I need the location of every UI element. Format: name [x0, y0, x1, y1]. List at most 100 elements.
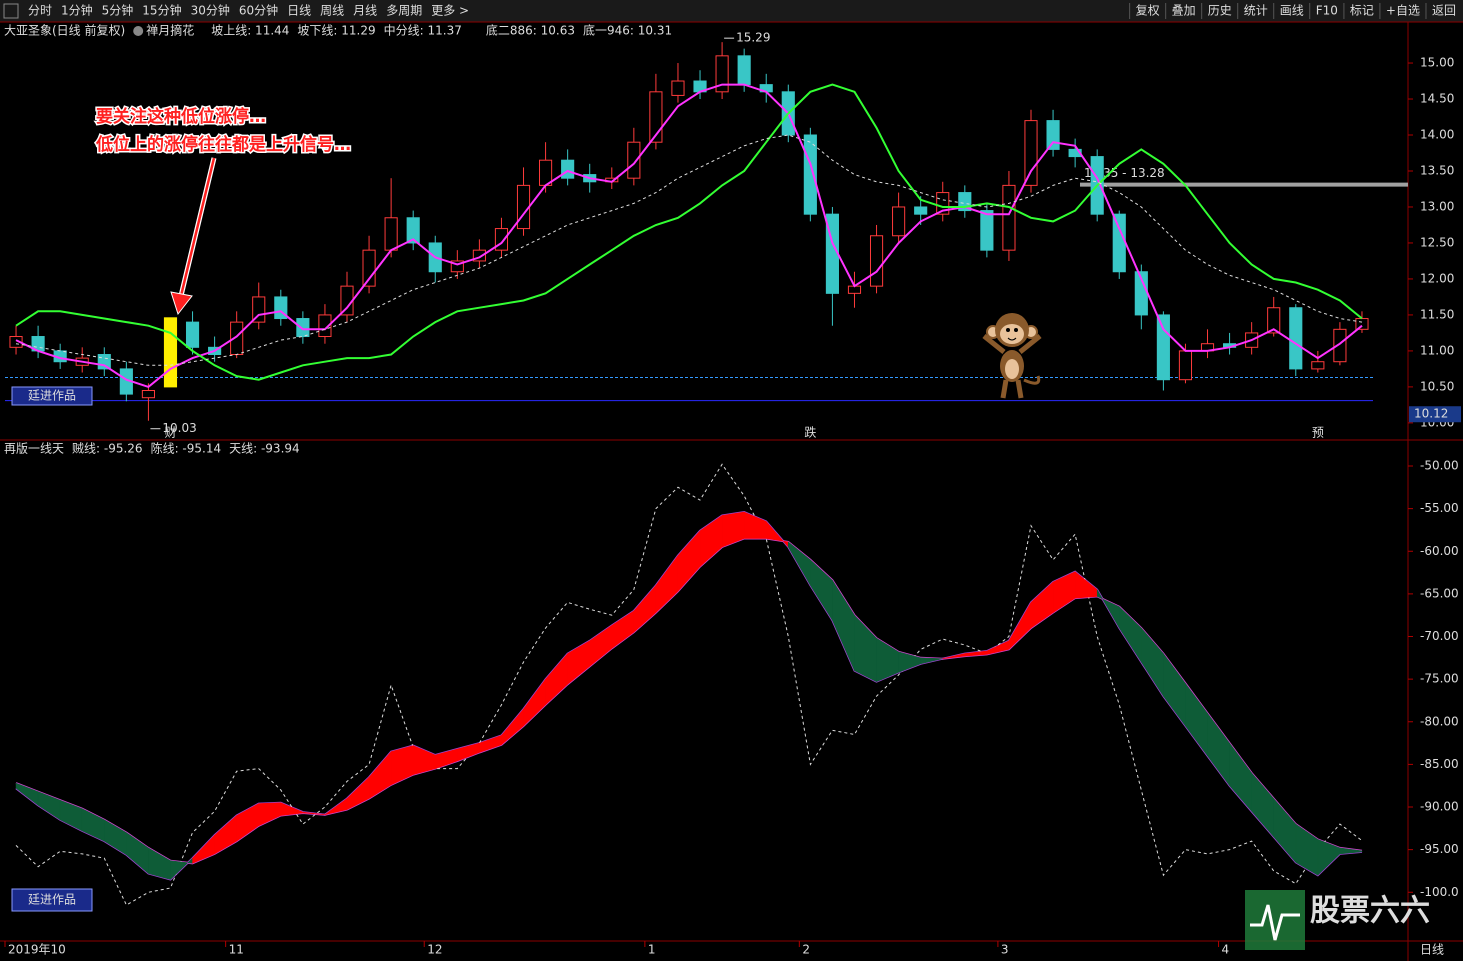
monkey-arm [1018, 334, 1042, 354]
badge-text: 廷进作品 [28, 893, 76, 907]
band-segment [302, 811, 325, 815]
indicator-line [15, 83, 1363, 389]
legend-item: 底二886: 10.63 [486, 23, 575, 38]
toolbar-item[interactable]: 5分钟 [102, 3, 134, 18]
indicator-line [15, 463, 1363, 906]
toolbar-item[interactable]: F10 [1316, 4, 1338, 18]
candle-body [671, 80, 685, 96]
annotation-line: 要关注这种低位涨停… [96, 106, 266, 127]
toolbar-item[interactable]: 1分钟 [61, 3, 93, 18]
event-marker[interactable]: 预 [1312, 426, 1324, 440]
x-tick-label: 12 [427, 943, 442, 957]
band-segment [1339, 847, 1363, 855]
toolbar-item[interactable]: 统计 [1244, 4, 1268, 18]
toolbar-item[interactable]: 更多 > [431, 4, 469, 18]
legend-item: 坡下线: 11.29 [297, 24, 375, 38]
y-tick-label: -70.00 [1420, 629, 1459, 643]
y-tick-label: -50.00 [1420, 459, 1459, 473]
monkey-leg [1015, 379, 1024, 399]
x-tick-label: 2 [802, 943, 810, 957]
monkey-sticker [982, 313, 1042, 399]
y-tick-label: -95.00 [1420, 842, 1459, 856]
candle-body [406, 217, 420, 244]
toolbar-item[interactable]: 60分钟 [239, 3, 278, 18]
candle-body [737, 55, 751, 86]
candle-body [1112, 213, 1126, 273]
toolbar-item[interactable]: 复权 [1136, 4, 1160, 18]
candle-body [1333, 328, 1347, 363]
candle-body [1267, 307, 1281, 334]
toolbar-item[interactable]: 30分钟 [191, 3, 230, 18]
chart-title: 再版一线天 [4, 442, 64, 456]
indicator-icon [133, 26, 144, 36]
monkey-leg [1000, 379, 1009, 399]
candle-body [472, 249, 486, 262]
y-tick-label: 13.50 [1420, 163, 1454, 177]
candle-body [1178, 350, 1193, 381]
candle-body [450, 260, 464, 273]
toolbar-item[interactable]: 历史 [1208, 4, 1232, 18]
range-label: 13.35 - 13.28 [1084, 166, 1165, 180]
badge [11, 386, 93, 406]
toolbar-item[interactable]: 返回 [1432, 4, 1456, 18]
badge-text: 廷进作品 [28, 389, 76, 403]
toolbar-item[interactable]: +自选 [1386, 4, 1420, 18]
candle-body [715, 55, 729, 93]
x-tick-label: 4 [1222, 943, 1230, 957]
y-tick-label: 10.50 [1420, 379, 1454, 393]
toolbar-item[interactable]: 月线 [353, 4, 377, 18]
legend-item: 陈线: -95.14 [151, 441, 222, 456]
monkey-eye [1006, 328, 1010, 332]
event-marker[interactable]: 财 [164, 426, 176, 440]
candle-body [296, 318, 310, 338]
candle-body [1046, 120, 1060, 150]
monkey-mouth [1007, 337, 1017, 341]
watermark-text: 股票六六 [1310, 894, 1430, 929]
event-marker[interactable]: 跌 [804, 425, 816, 440]
monkey-face [1000, 324, 1024, 344]
toolbar-item[interactable]: 画线 [1280, 4, 1304, 18]
toolbar-item[interactable]: 分时 [28, 4, 52, 18]
candle-body [892, 206, 906, 237]
candle-body [362, 249, 376, 287]
y-tick-label: -85.00 [1420, 757, 1459, 771]
annotation-arrow-head [170, 291, 193, 316]
toolbar-item[interactable]: 多周期 [386, 4, 422, 18]
y-tick-label: -75.00 [1420, 672, 1459, 686]
monkey-eye [1014, 328, 1018, 332]
y-tick-label: 11.00 [1420, 343, 1454, 357]
y-tick-label: -55.00 [1420, 501, 1459, 515]
y-tick-label: -100.0 [1420, 885, 1459, 899]
legend-item: 坡上线: 11.44 [211, 24, 289, 38]
toolbar-item[interactable]: 日线 [287, 4, 311, 18]
candle-body [516, 184, 531, 230]
toolbar-item[interactable]: 周线 [320, 4, 344, 18]
indicator-name: 禅月摘花 [146, 23, 194, 38]
y-tick-label: 15.00 [1420, 56, 1454, 70]
indicator-line [15, 134, 1363, 366]
toolbar-item[interactable]: 叠加 [1172, 4, 1196, 18]
candle-body [163, 317, 178, 388]
candle-body [9, 336, 23, 348]
cursor-label: 10.12 [1414, 407, 1448, 421]
y-tick-label: 11.50 [1420, 307, 1454, 321]
indicator-line [15, 83, 1363, 381]
y-tick-label: -65.00 [1420, 586, 1459, 600]
toolbar-item[interactable]: 15分钟 [142, 3, 181, 18]
legend-item: 中分线: 11.37 [384, 23, 462, 38]
candle-body [1002, 184, 1016, 251]
cursor-box [1409, 406, 1461, 423]
annotation-arrow [178, 157, 216, 301]
y-tick-label: -90.00 [1420, 800, 1459, 814]
candle-body [384, 217, 398, 251]
badge [11, 888, 93, 912]
band-segment [920, 657, 943, 665]
menu-icon[interactable] [3, 3, 19, 19]
toolbar-item[interactable]: 标记 [1350, 4, 1374, 18]
x-tick-label: 1 [648, 943, 656, 957]
y-tick-label: 12.00 [1420, 271, 1454, 285]
candle-body [141, 389, 155, 399]
candle-body [1156, 314, 1170, 381]
